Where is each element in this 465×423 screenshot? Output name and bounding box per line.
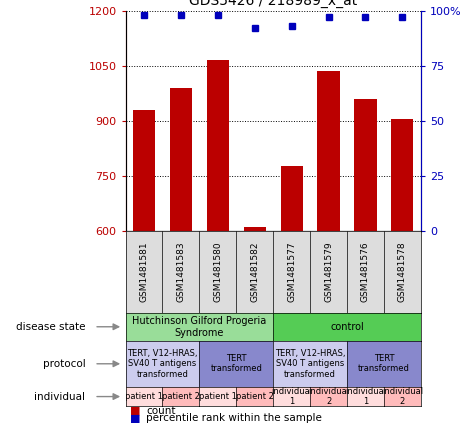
- Bar: [244, 227, 266, 231]
- Text: disease state: disease state: [16, 322, 86, 332]
- Bar: [207, 60, 229, 231]
- Text: patient 2: patient 2: [162, 392, 200, 401]
- Text: GSM1481577: GSM1481577: [287, 242, 296, 302]
- Bar: [170, 88, 192, 231]
- Title: GDS5426 / 218989_x_at: GDS5426 / 218989_x_at: [189, 0, 357, 8]
- Text: percentile rank within the sample: percentile rank within the sample: [146, 413, 322, 423]
- Text: ■: ■: [130, 413, 141, 423]
- Text: GSM1481580: GSM1481580: [213, 242, 222, 302]
- Text: individual
2: individual 2: [308, 387, 349, 406]
- Text: protocol: protocol: [43, 359, 86, 369]
- Text: TERT
transformed: TERT transformed: [358, 354, 410, 374]
- Text: patient 1: patient 1: [199, 392, 237, 401]
- Bar: [280, 166, 303, 231]
- Text: patient 2: patient 2: [236, 392, 274, 401]
- Text: TERT, V12-HRAS,
SV40 T antigens
transformed: TERT, V12-HRAS, SV40 T antigens transfor…: [275, 349, 345, 379]
- Text: control: control: [330, 322, 364, 332]
- Bar: [318, 71, 339, 231]
- Text: GSM1481581: GSM1481581: [140, 242, 148, 302]
- Text: patient 1: patient 1: [125, 392, 163, 401]
- Text: Hutchinson Gilford Progeria
Syndrome: Hutchinson Gilford Progeria Syndrome: [132, 316, 266, 338]
- Text: individual
2: individual 2: [382, 387, 423, 406]
- Text: GSM1481578: GSM1481578: [398, 242, 407, 302]
- Text: GSM1481583: GSM1481583: [176, 242, 186, 302]
- Text: GSM1481579: GSM1481579: [324, 242, 333, 302]
- Text: individual
1: individual 1: [345, 387, 386, 406]
- Text: GSM1481582: GSM1481582: [250, 242, 259, 302]
- Text: count: count: [146, 406, 176, 416]
- Text: GSM1481576: GSM1481576: [361, 242, 370, 302]
- Bar: [133, 110, 155, 231]
- Bar: [391, 119, 413, 231]
- Text: individual
1: individual 1: [271, 387, 312, 406]
- Text: TERT
transformed: TERT transformed: [210, 354, 262, 374]
- Text: individual: individual: [34, 392, 86, 401]
- Text: TERT, V12-HRAS,
SV40 T antigens
transformed: TERT, V12-HRAS, SV40 T antigens transfor…: [127, 349, 198, 379]
- Text: ■: ■: [130, 406, 141, 416]
- Bar: [354, 99, 377, 231]
